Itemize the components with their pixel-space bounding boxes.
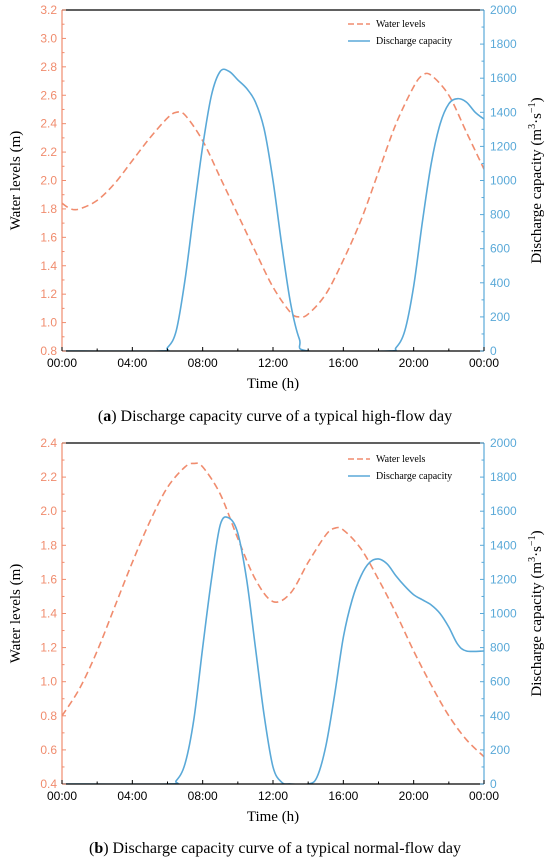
left-tick-label: 2.2 — [40, 145, 57, 159]
right-tick-label: 1000 — [490, 174, 517, 188]
legend-water-levels-label: Water levels — [376, 454, 426, 465]
series-discharge-capacity-line — [62, 516, 484, 784]
right-tick-label: 800 — [490, 208, 510, 222]
x-tick-label: 16:00 — [328, 356, 358, 370]
right-tick-label: 200 — [490, 743, 510, 757]
series-water-levels-line — [62, 72, 484, 318]
left-tick-label: 1.2 — [40, 641, 57, 655]
left-tick-label: 3.2 — [40, 3, 57, 17]
caption-b: (b) Discharge capacity curve of a typica… — [88, 840, 461, 857]
x-tick-label: 00:00 — [469, 789, 499, 803]
right-tick-label: 1800 — [490, 470, 517, 484]
left-tick-label: 1.2 — [40, 287, 57, 301]
legend-discharge-capacity-label: Discharge capacity — [376, 36, 452, 47]
left-tick-label: 0.4 — [40, 777, 57, 791]
right-tick-label: 600 — [490, 242, 510, 256]
right-tick-label: 1200 — [490, 139, 517, 153]
legend: Water levels Discharge capacity — [348, 454, 452, 482]
left-axis-title: Water levels (m) — [8, 131, 24, 231]
left-tick-label: 2.2 — [40, 470, 57, 484]
right-tick-label: 2000 — [490, 3, 517, 17]
x-tick-label: 00:00 — [47, 789, 77, 803]
right-tick-label: 200 — [490, 310, 510, 324]
left-tick-label: 1.8 — [40, 538, 57, 552]
x-tick-label: 08:00 — [188, 789, 218, 803]
right-tick-label: 600 — [490, 675, 510, 689]
left-tick-label: 1.8 — [40, 202, 57, 216]
right-tick-label: 1600 — [490, 504, 517, 518]
chart-a: 0.8 1.0 1.2 1.4 1.6 1.8 2.0 2.2 2.4 2.6 2.8 3.0 3.2 0… — [8, 3, 545, 392]
x-tick-label: 04:00 — [117, 789, 147, 803]
legend-water-levels-label: Water levels — [376, 19, 426, 30]
right-tick-label: 1400 — [490, 538, 517, 552]
right-tick-label: 1200 — [490, 572, 517, 586]
left-tick-label: 0.8 — [40, 709, 57, 723]
x-tick-label: 12:00 — [258, 789, 288, 803]
x-tick-label: 00:00 — [469, 356, 499, 370]
left-tick-label: 1.6 — [40, 230, 57, 244]
left-tick-label: 2.4 — [40, 436, 57, 450]
left-tick-label: 2.0 — [40, 174, 57, 188]
caption-a: (a) Discharge capacity curve of a typica… — [97, 408, 453, 425]
x-tick-label: 16:00 — [328, 789, 358, 803]
left-tick-label: 0.8 — [40, 344, 57, 358]
right-tick-label: 0 — [490, 777, 497, 791]
left-axis-title: Water levels (m) — [8, 564, 24, 664]
right-tick-label: 400 — [490, 276, 510, 290]
x-tick-label: 08:00 — [188, 356, 218, 370]
x-axis-title: Time (h) — [247, 809, 299, 825]
x-tick-label: 20:00 — [399, 356, 429, 370]
right-tick-label: 400 — [490, 709, 510, 723]
x-tick-label: 12:00 — [258, 356, 288, 370]
series-discharge-capacity-line — [62, 68, 484, 351]
left-tick-label: 2.0 — [40, 504, 57, 518]
legend-discharge-capacity-label: Discharge capacity — [376, 471, 452, 482]
left-tick-label: 2.8 — [40, 60, 57, 74]
left-tick-label: 1.4 — [40, 259, 57, 273]
right-tick-label: 1400 — [490, 105, 517, 119]
left-tick-label: 2.6 — [40, 88, 57, 102]
x-axis-title: Time (h) — [247, 376, 299, 392]
x-tick-label: 20:00 — [399, 789, 429, 803]
left-tick-label: 2.4 — [40, 117, 57, 131]
right-tick-label: 1600 — [490, 71, 517, 85]
right-tick-label: 800 — [490, 641, 510, 655]
right-tick-label: 2000 — [490, 436, 517, 450]
left-tick-label: 1.4 — [40, 607, 57, 621]
x-tick-label: 04:00 — [117, 356, 147, 370]
left-tick-label: 1.6 — [40, 572, 57, 586]
x-tick-label: 00:00 — [47, 356, 77, 370]
right-tick-label: 1000 — [490, 607, 517, 621]
left-tick-label: 1.0 — [40, 316, 57, 330]
series-water-levels-line — [62, 462, 484, 758]
right-axis-title: Discharge capacity (m3·s−1) — [527, 97, 545, 263]
legend: Water levels Discharge capacity — [348, 19, 452, 47]
left-tick-label: 3.0 — [40, 31, 57, 45]
right-axis-title: Discharge capacity (m3·s−1) — [527, 530, 545, 696]
right-tick-label: 0 — [490, 344, 497, 358]
right-tick-label: 1800 — [490, 37, 517, 51]
left-tick-label: 1.0 — [40, 675, 57, 689]
chart-b: 0.4 0.6 0.8 1.0 1.2 1.4 1.6 1.8 2.0 2.2 2.4 0 200 400… — [8, 436, 545, 825]
left-tick-label: 0.6 — [40, 743, 57, 757]
